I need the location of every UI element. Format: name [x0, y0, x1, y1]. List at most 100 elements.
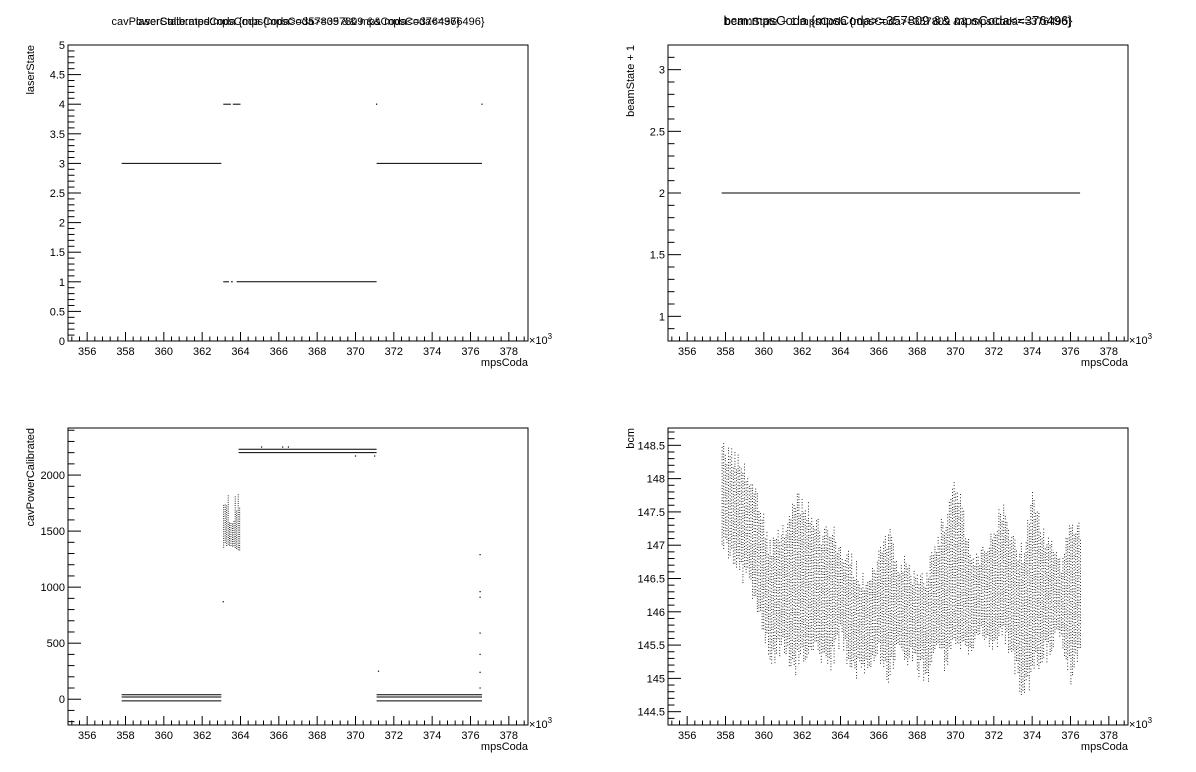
data-point — [776, 638, 777, 640]
data-point — [864, 598, 865, 600]
data-point — [801, 543, 803, 545]
data-point — [859, 637, 861, 639]
data-point — [792, 648, 793, 650]
data-point — [843, 580, 845, 581]
data-point — [768, 602, 769, 604]
data-point — [772, 576, 774, 578]
data-point — [230, 533, 232, 535]
data-point — [737, 511, 739, 513]
data-point — [223, 542, 225, 544]
data-point — [864, 593, 865, 595]
data-point — [854, 599, 856, 601]
data-point — [835, 621, 837, 623]
data-point — [884, 637, 886, 639]
data-point — [779, 638, 781, 640]
data-point — [891, 629, 893, 631]
data-point — [723, 479, 725, 481]
data-point — [812, 621, 814, 623]
data-point — [811, 574, 813, 576]
data-point — [758, 527, 760, 529]
data-point — [728, 529, 729, 531]
data-point — [894, 659, 896, 661]
data-point — [234, 496, 236, 498]
data-point — [739, 538, 741, 540]
y-tick-label: 1.5 — [650, 250, 665, 262]
data-point — [889, 612, 891, 614]
data-point — [808, 633, 809, 635]
data-point — [734, 475, 736, 476]
data-point — [731, 467, 733, 468]
data-point — [772, 600, 774, 602]
data-point — [766, 591, 768, 593]
data-point — [840, 609, 841, 611]
data-point — [721, 517, 723, 519]
data-point — [236, 530, 238, 532]
data-point — [760, 599, 761, 601]
data-point — [793, 605, 795, 607]
data-point — [836, 587, 838, 589]
data-point — [881, 580, 883, 582]
data-point — [824, 576, 825, 578]
data-point — [854, 667, 856, 669]
data-point — [840, 591, 841, 593]
data-point — [838, 562, 840, 564]
data-point — [793, 644, 795, 646]
data-point — [782, 625, 784, 627]
data-point — [894, 572, 896, 574]
data-point — [780, 595, 782, 597]
data-point — [774, 539, 776, 541]
data-point — [801, 532, 803, 534]
data-point — [881, 583, 883, 585]
data-point — [239, 540, 241, 542]
data-point — [774, 656, 776, 658]
data-point — [724, 454, 726, 456]
data-point — [742, 515, 744, 517]
data-point — [728, 496, 729, 498]
data-point — [740, 498, 742, 500]
data-point — [761, 589, 763, 590]
data-point — [804, 596, 806, 597]
data-point — [824, 651, 825, 653]
data-point — [870, 655, 872, 657]
data-point — [851, 556, 853, 558]
data-point — [801, 638, 803, 640]
x-axis-multiplier-exponent: 3 — [1148, 332, 1153, 341]
data-point — [814, 620, 816, 622]
data-point — [883, 607, 885, 609]
data-point — [820, 576, 822, 578]
data-point — [729, 530, 731, 532]
data-point — [875, 649, 877, 651]
data-point — [800, 599, 801, 601]
data-point — [787, 565, 789, 567]
data-point — [830, 593, 832, 595]
data-point — [873, 639, 875, 641]
data-point — [846, 650, 848, 652]
data-point — [825, 621, 827, 623]
data-point — [747, 481, 749, 483]
data-point — [785, 614, 787, 616]
data-point — [880, 597, 881, 599]
data-point — [846, 644, 848, 646]
data-point — [801, 588, 803, 590]
data-point — [752, 529, 753, 530]
data-point — [777, 577, 779, 579]
data-point — [812, 590, 814, 592]
data-point — [833, 591, 835, 593]
data-point — [822, 627, 824, 629]
data-point — [771, 570, 773, 572]
data-point — [838, 622, 840, 624]
data-point — [771, 629, 773, 630]
data-point — [792, 629, 793, 631]
data-point — [828, 614, 830, 615]
data-point — [776, 547, 777, 549]
data-point — [763, 537, 765, 539]
data-point — [800, 537, 801, 539]
data-point — [731, 541, 733, 543]
data-point — [753, 579, 755, 581]
data-point — [888, 561, 889, 563]
data-point — [828, 554, 830, 556]
data-point — [883, 641, 885, 643]
data-point — [793, 572, 795, 574]
data-point — [756, 598, 758, 600]
data-point — [777, 637, 779, 639]
